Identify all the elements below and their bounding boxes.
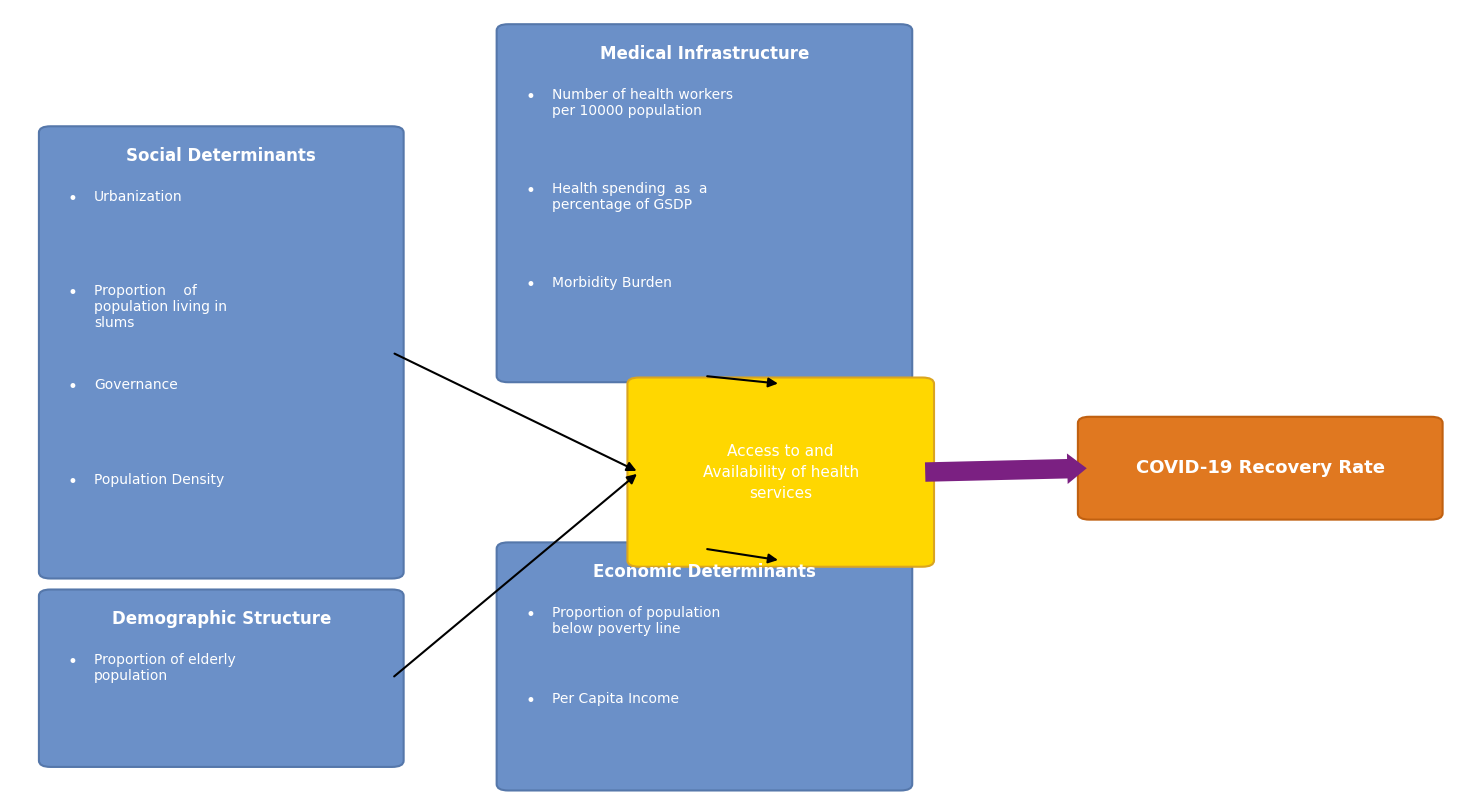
Text: •: • [67, 472, 78, 491]
Text: Morbidity Burden: Morbidity Burden [552, 276, 672, 290]
Text: •: • [67, 378, 78, 396]
Text: •: • [525, 606, 535, 624]
Text: Social Determinants: Social Determinants [126, 147, 317, 165]
Text: •: • [525, 88, 535, 105]
Text: COVID-19 Recovery Rate: COVID-19 Recovery Rate [1135, 459, 1385, 477]
FancyBboxPatch shape [497, 543, 912, 790]
Text: Access to and
Availability of health
services: Access to and Availability of health ser… [703, 443, 858, 501]
Text: Per Capita Income: Per Capita Income [552, 693, 679, 706]
Text: Proportion of elderly
population: Proportion of elderly population [94, 653, 236, 683]
Text: •: • [525, 693, 535, 710]
Text: •: • [67, 284, 78, 302]
Text: Economic Determinants: Economic Determinants [593, 562, 816, 581]
Text: Urbanization: Urbanization [94, 190, 183, 204]
Text: Population Density: Population Density [94, 472, 224, 487]
Text: Health spending  as  a
percentage of GSDP: Health spending as a percentage of GSDP [552, 182, 707, 213]
Text: Proportion    of
population living in
slums: Proportion of population living in slums [94, 284, 227, 331]
FancyBboxPatch shape [40, 126, 403, 578]
FancyBboxPatch shape [628, 377, 934, 566]
Text: Proportion of population
below poverty line: Proportion of population below poverty l… [552, 606, 720, 636]
Text: Medical Infrastructure: Medical Infrastructure [600, 45, 810, 62]
Text: Demographic Structure: Demographic Structure [111, 610, 332, 628]
Text: •: • [525, 182, 535, 200]
Text: •: • [67, 190, 78, 208]
Text: •: • [525, 276, 535, 294]
Text: Governance: Governance [94, 378, 178, 392]
FancyBboxPatch shape [1078, 417, 1442, 519]
Text: Number of health workers
per 10000 population: Number of health workers per 10000 popul… [552, 88, 734, 118]
Text: •: • [67, 653, 78, 671]
FancyBboxPatch shape [497, 24, 912, 382]
FancyArrowPatch shape [926, 454, 1087, 484]
FancyBboxPatch shape [40, 590, 403, 767]
